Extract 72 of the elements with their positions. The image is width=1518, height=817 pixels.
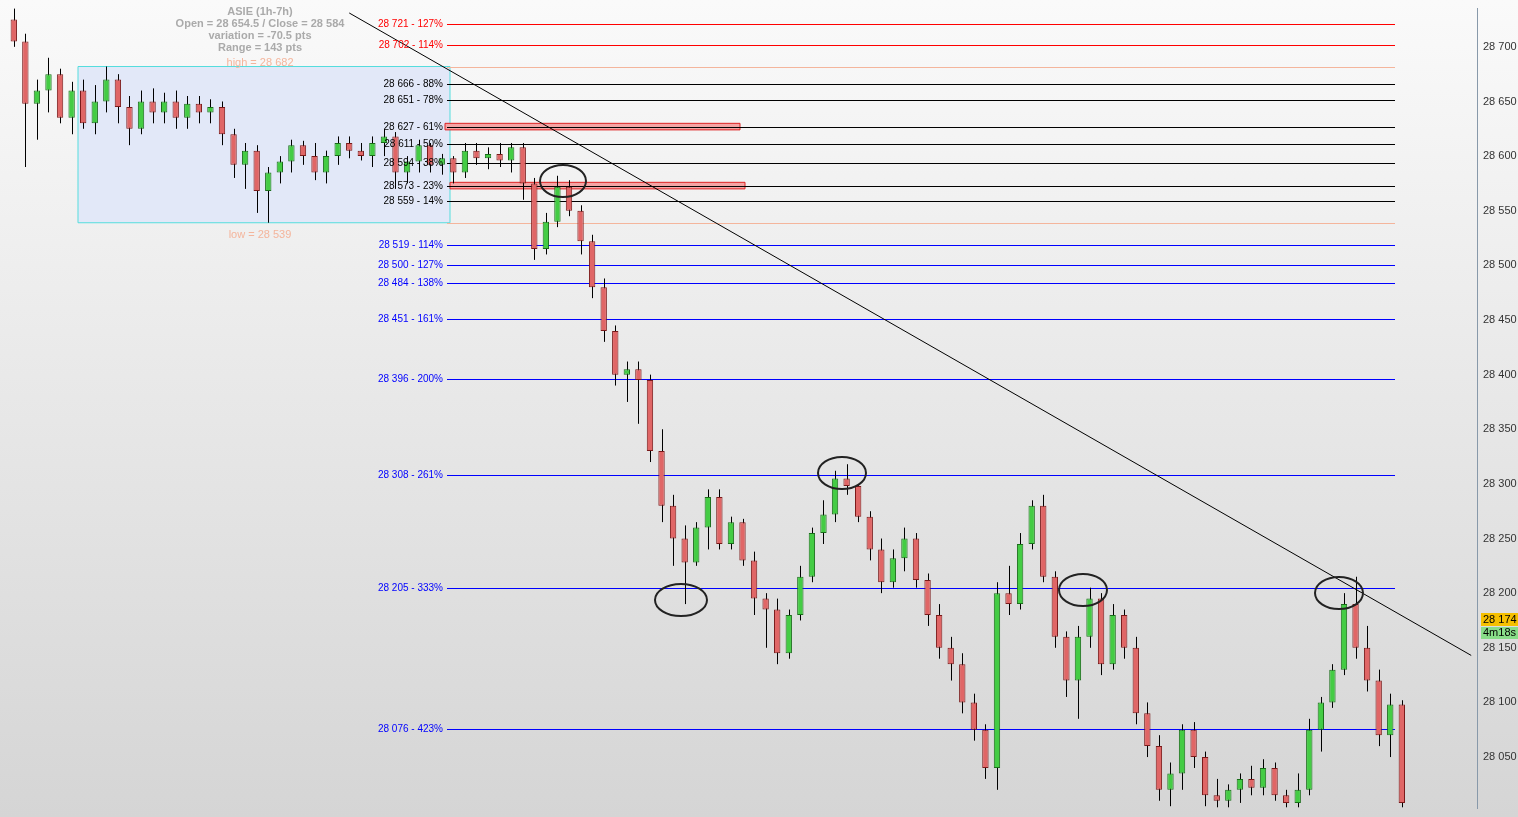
candlestick — [103, 66, 110, 113]
annotation: Open = 28 654.5 / Close = 28 584 — [175, 17, 346, 30]
ref-line-label: 28 308 - 261% — [377, 469, 444, 481]
candlestick — [623, 361, 631, 403]
candlestick — [33, 79, 41, 141]
y-tick-label: 28 650 — [1483, 94, 1517, 107]
candlestick — [820, 499, 827, 545]
candlestick — [288, 139, 295, 173]
candlestick — [1259, 758, 1267, 796]
candlestick — [901, 527, 908, 572]
annotation: high = 28 682 — [226, 55, 294, 68]
candlestick — [1213, 778, 1220, 808]
annotation: ASIE (1h-7h) — [227, 5, 294, 18]
candlestick — [1005, 565, 1012, 616]
y-tick-label: 28 250 — [1483, 531, 1517, 544]
ref-line-label: 28 651 - 78% — [383, 94, 444, 106]
ref-line-label: 28 721 - 127% — [377, 18, 444, 30]
ref-line-label: 28 205 - 333% — [377, 582, 444, 594]
y-tick-label: 28 550 — [1483, 203, 1517, 216]
annotation: low = 28 539 — [228, 227, 292, 240]
candlestick — [727, 516, 735, 550]
annotation: variation = -70.5 pts — [208, 29, 312, 42]
y-tick-label: 28 700 — [1483, 39, 1517, 52]
candlestick — [1248, 765, 1255, 796]
candlestick — [1236, 772, 1244, 804]
candlestick — [173, 90, 178, 130]
candlestick — [265, 166, 272, 224]
ref-line-label: 28 396 - 200% — [377, 373, 444, 385]
ref-line-label: 28 666 - 88% — [383, 78, 444, 90]
ref-line-label: 28 519 - 114% — [378, 239, 444, 251]
ref-line-label: 28 573 - 23% — [383, 180, 444, 192]
annotation: Range = 143 pts — [217, 41, 303, 54]
candlestick — [150, 87, 155, 124]
y-tick-label: 28 600 — [1483, 149, 1517, 162]
ref-line-label: 28 076 - 423% — [377, 723, 444, 735]
candlestick — [334, 135, 341, 166]
candlestick — [635, 361, 642, 425]
candlestick — [1167, 762, 1174, 807]
y-tick-label: 28 400 — [1483, 367, 1517, 380]
text: 4m18s — [1483, 626, 1517, 639]
candlestick — [299, 140, 307, 166]
y-tick-label: 28 100 — [1483, 695, 1517, 708]
candlestick — [241, 142, 249, 190]
y-tick-label: 28 150 — [1483, 640, 1517, 653]
text: 28 174 — [1483, 613, 1517, 626]
candlestick — [843, 463, 850, 496]
candlestick — [311, 142, 318, 181]
candlestick — [889, 548, 897, 589]
candlestick — [207, 98, 214, 124]
candlestick — [45, 57, 52, 113]
y-tick-label: 28 450 — [1483, 313, 1517, 326]
candlestick — [682, 524, 687, 605]
ref-line-label: 28 559 - 14% — [383, 195, 444, 207]
ref-line-label: 28 627 - 61% — [383, 121, 444, 133]
y-tick-label: 28 500 — [1483, 258, 1517, 271]
candlestick — [126, 95, 133, 146]
ref-line-label: 28 484 - 138% — [377, 277, 444, 289]
y-tick-label: 28 300 — [1483, 476, 1517, 489]
candlestick — [91, 84, 98, 135]
y-tick-label: 28 200 — [1483, 586, 1517, 599]
candlestick — [1225, 783, 1232, 808]
y-tick-label: 28 350 — [1483, 422, 1517, 435]
ref-line-label: 28 451 - 161% — [377, 313, 444, 325]
ref-line-label: 28 702 - 114% — [378, 39, 444, 51]
candlestick — [1294, 772, 1301, 808]
candlestick — [160, 92, 168, 124]
candlestick — [346, 135, 353, 159]
y-tick-label: 28 050 — [1483, 750, 1517, 763]
candlestick — [369, 135, 376, 168]
ref-line-label: 28 500 - 127% — [377, 259, 444, 271]
candlestick — [184, 95, 191, 130]
candlestick — [763, 592, 768, 649]
